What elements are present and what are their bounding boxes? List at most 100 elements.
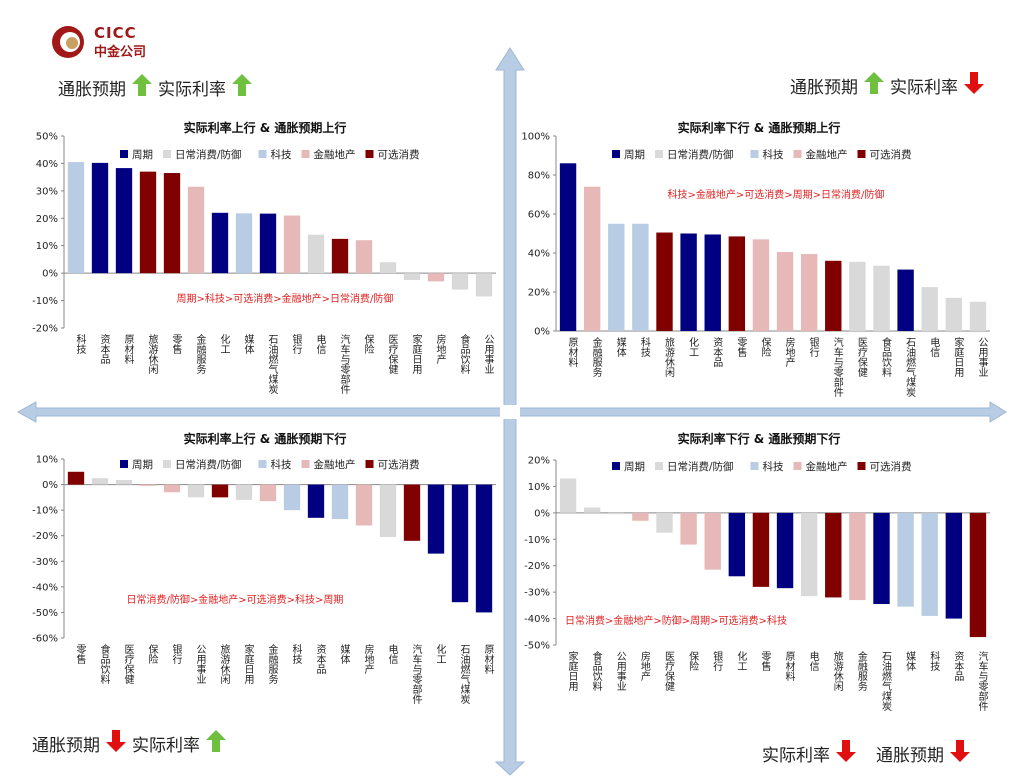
bar-医疗保健 [849,261,866,331]
legend-swatch-kexuan [365,150,374,158]
bar-金融服务 [259,484,277,502]
category-label: 旅游休闲 [831,650,843,692]
legend-label: 金融地产 [314,458,356,471]
quadrant-label-bottom-left: 通胀预期 实际利率 [32,730,226,757]
category-label: 房地产 [638,650,650,682]
category-label: 金融服务 [590,336,602,378]
quadrant-label-bottom-right: 实际利率 通胀预期 [762,740,970,767]
bar-家庭日用 [559,478,577,513]
y-tick-label: -30% [524,588,550,599]
category-label: 科技 [74,333,86,355]
arrow-down-icon [964,72,984,99]
bar-电信 [307,234,325,274]
category-label: 媒体 [904,651,916,672]
category-label: 科技 [290,643,302,665]
bar-家庭日用 [945,297,963,331]
category-label: 银行 [290,333,302,355]
category-label: 零售 [170,334,182,355]
label-inflation: 通胀预期 [58,80,126,100]
y-tick-label: 50% [36,132,58,143]
category-label: 石油燃气煤炭 [904,337,916,398]
bar-媒体 [331,484,349,520]
bar-媒体 [235,213,253,274]
logo-name: CICC [94,24,137,42]
y-tick-label: 0% [534,508,550,519]
category-label: 公用事业 [614,651,626,691]
category-label: 金融服务 [855,650,867,692]
y-tick-label: 40% [528,249,550,260]
bar-公用事业 [608,512,625,515]
category-label: 家庭日用 [410,333,422,375]
y-tick-label: 0% [42,480,58,491]
legend-swatch-keji [750,462,759,470]
label-inflation: 通胀预期 [876,746,944,766]
y-tick-label: 20% [528,288,550,299]
legend-label: 可选消费 [870,148,912,161]
bar-汽车与零部件 [403,484,421,541]
bar-化工 [728,512,746,577]
chart-top-right: 实际利率下行 & 通胀预期上行 0% 20% 40% 60% 80% 100% 原材料 金融服务… [521,120,990,398]
category-label: 保险 [759,336,771,358]
bar-房地产 [776,252,794,331]
legend-label: 日常消费/防御 [175,458,242,471]
category-label: 原材料 [482,644,494,675]
quadrant-label-top-right: 通胀预期 实际利率 [790,72,984,99]
category-label: 银行 [170,643,182,665]
bar-公用事业 [187,484,205,498]
ranking-annotation: 周期>科技>可选消费>金融地产>日常消费/防御 [177,292,394,305]
arrow-down-icon [836,740,856,767]
ranking-annotation: 日常消费/防御>金融地产>可选消费>科技>周期 [127,593,344,606]
bar-原材料 [559,163,577,331]
legend-label: 科技 [763,460,784,473]
bar-家庭日用 [235,484,253,500]
category-label: 食品饮料 [98,643,110,685]
bar-医疗保健 [115,479,133,485]
category-label: 旅游休闲 [663,336,675,378]
bar-旅游休闲 [656,232,673,331]
y-tick-label: 60% [528,210,550,221]
category-label: 媒体 [338,644,350,665]
category-label: 汽车与零部件 [976,650,988,712]
arrow-up-icon [206,730,226,757]
category-label: 银行 [807,336,819,358]
category-label: 金融服务 [194,333,206,375]
legend-swatch-jinrong [793,462,802,470]
category-label: 旅游休闲 [218,643,230,685]
label-inflation: 通胀预期 [32,736,100,756]
y-tick-label: 100% [521,132,550,143]
bar-化工 [211,212,229,274]
category-label: 化工 [434,643,446,664]
bar-医疗保健 [656,512,673,533]
bar-房地产 [355,484,373,526]
arrow-up-icon [132,74,152,101]
y-tick-label: -20% [524,561,550,572]
legend-swatch-jinrong [301,460,310,468]
y-tick-label: 10% [528,482,550,493]
label-inflation: 通胀预期 [790,78,858,98]
category-label: 汽车与零部件 [338,333,350,395]
legend-swatch-zhouqi [612,462,620,470]
bar-原材料 [475,484,493,613]
category-label: 媒体 [242,334,254,355]
y-tick-label: -50% [32,608,58,619]
legend-label: 可选消费 [378,148,420,161]
category-label: 银行 [711,650,723,672]
y-tick-label: -20% [32,531,58,542]
bar-公用事业 [969,301,987,331]
bar-医疗保健 [379,262,397,274]
arrow-up-icon [864,72,884,99]
category-label: 石油燃气煤炭 [880,651,892,712]
category-label: 汽车与零部件 [831,336,843,398]
legend-swatch-keji [750,150,759,158]
bar-银行 [704,512,721,570]
label-real-rate: 实际利率 [158,80,226,100]
chart-bottom-right: 实际利率下行 & 通胀预期下行 -50% -40% -30% -20% -10% 0% 10%… [524,431,990,712]
category-label: 食品饮料 [880,336,892,378]
bar-旅游休闲 [211,484,229,498]
bar-汽车与零部件 [969,512,987,638]
category-label: 电信 [314,333,326,355]
legend-label: 金融地产 [806,148,848,161]
bar-石油燃气煤炭 [451,484,469,603]
category-label: 公用事业 [482,334,494,374]
bar-公用事业 [475,273,493,297]
